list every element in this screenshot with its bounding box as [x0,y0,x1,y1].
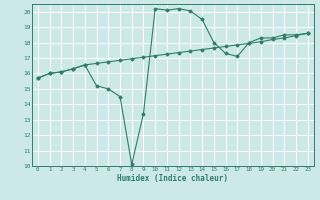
X-axis label: Humidex (Indice chaleur): Humidex (Indice chaleur) [117,174,228,183]
